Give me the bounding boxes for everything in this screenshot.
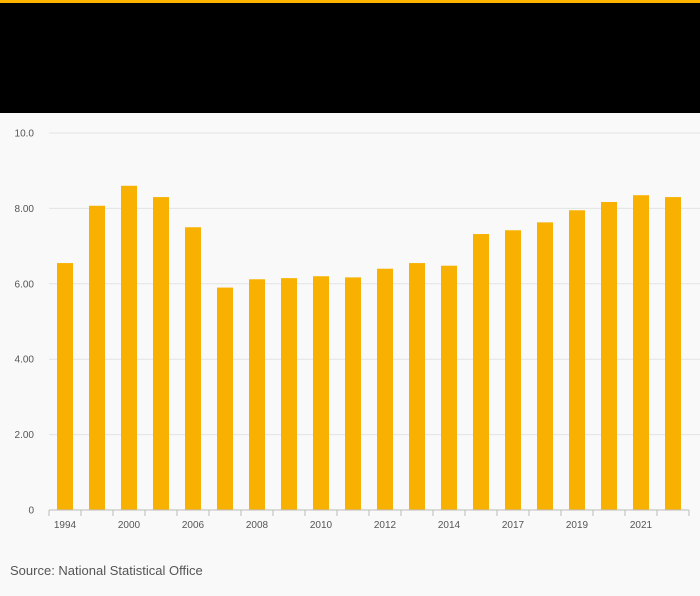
- x-tick-label: 2014: [438, 520, 461, 531]
- source-note: Source: National Statistical Office: [10, 563, 203, 578]
- header-accent-line: [0, 0, 700, 3]
- bar: [569, 210, 585, 510]
- x-tick-label: 1994: [54, 520, 77, 531]
- y-tick-label: 4.00: [15, 355, 35, 366]
- bar: [121, 185, 137, 510]
- bars: [57, 185, 681, 511]
- bar: [601, 201, 617, 510]
- bar: [377, 268, 393, 510]
- header-band: [0, 0, 700, 113]
- bar: [185, 227, 201, 510]
- bar: [313, 276, 329, 510]
- bar: [57, 263, 73, 510]
- y-tick-label: 2.00: [15, 430, 35, 441]
- bar: [345, 277, 361, 510]
- y-tick-label: 6.00: [15, 279, 35, 290]
- bar: [633, 195, 649, 510]
- bar: [441, 265, 457, 510]
- bar: [217, 287, 233, 510]
- bar: [505, 230, 521, 510]
- bar: [409, 263, 425, 510]
- y-tick-label: 0: [28, 506, 34, 517]
- y-tick-label: 8.00: [15, 204, 35, 215]
- bar: [473, 234, 489, 510]
- bar: [665, 197, 681, 510]
- y-tick-label: 10.0: [15, 129, 35, 140]
- x-tick-label: 2010: [310, 520, 333, 531]
- x-tick-label: 2021: [630, 520, 653, 531]
- x-tick-label: 2019: [566, 520, 589, 531]
- bar: [537, 222, 553, 510]
- x-tick-label: 2012: [374, 520, 397, 531]
- x-tick-label: 2008: [246, 520, 269, 531]
- x-tick-label: 2000: [118, 520, 141, 531]
- x-axis: 1994 2000 2006 2008 2010 2012 2014 2017 2019 2021: [48, 509, 690, 531]
- y-axis-ticks: 0 2.00 4.00 6.00 8.00 10.0: [15, 129, 35, 517]
- bar: [153, 197, 169, 510]
- x-tick-label: 2017: [502, 520, 525, 531]
- bar: [281, 278, 297, 510]
- bar: [249, 279, 265, 510]
- bar: [89, 205, 105, 511]
- bar-chart: 0 2.00 4.00 6.00 8.00 10.0 1994 2000 2006 2008 20…: [15, 129, 700, 531]
- x-tick-label: 2006: [182, 520, 205, 531]
